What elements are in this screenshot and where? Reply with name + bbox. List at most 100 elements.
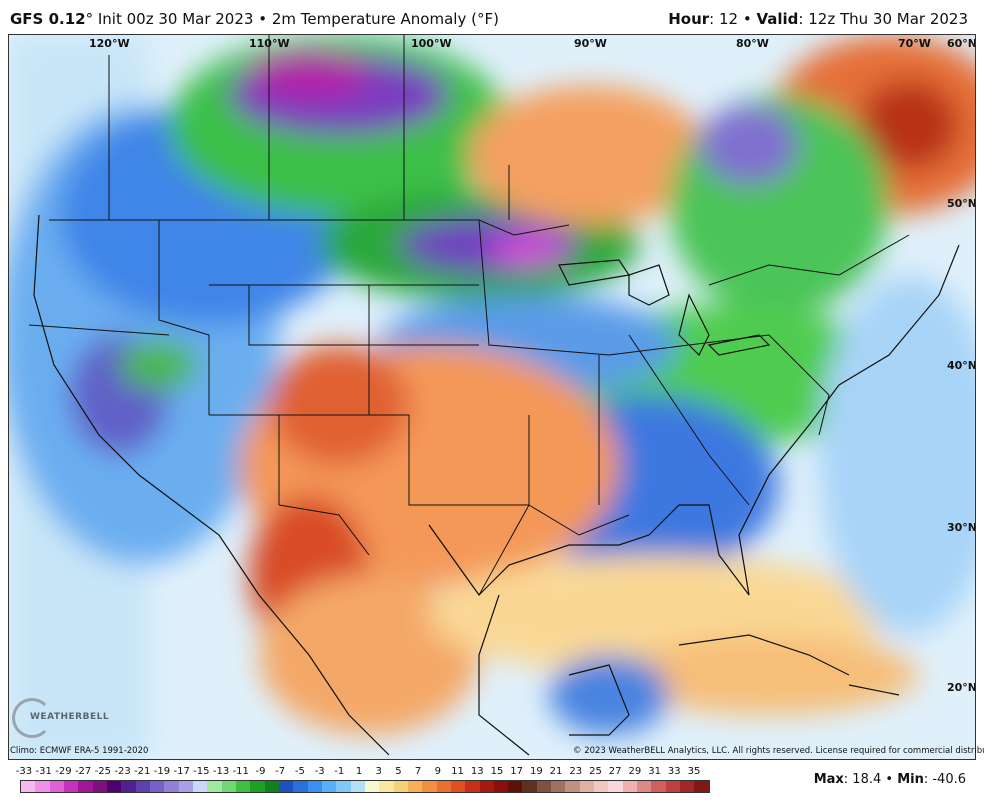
climo-note: Climo: ECMWF ERA-5 1991-2020 xyxy=(10,746,149,756)
scale-label: 21 xyxy=(549,766,563,777)
scale-label: 9 xyxy=(434,766,441,777)
scale-swatch xyxy=(350,781,365,792)
scale-label: -27 xyxy=(74,766,92,777)
scale-swatch xyxy=(407,781,423,792)
scale-label: -3 xyxy=(314,766,325,777)
max-value: : 18.4 • xyxy=(843,772,898,787)
max-min-readout: Max: 18.4 • Min: -40.6 xyxy=(814,772,966,787)
copyright-note: © 2023 WeatherBELL Analytics, LLC. All r… xyxy=(573,746,984,756)
lat-label-60n: 60°N xyxy=(947,37,976,50)
scale-swatch xyxy=(536,781,552,792)
scale-bar xyxy=(20,780,710,793)
scale-swatch xyxy=(450,781,466,792)
lat-label-50n: 50°N xyxy=(947,197,976,210)
lon-label-110w: 110°W xyxy=(249,37,290,50)
min-value: : -40.6 xyxy=(923,772,966,787)
scale-label: 1 xyxy=(355,766,363,777)
map-canvas xyxy=(9,35,975,759)
scale-swatch xyxy=(508,781,523,792)
scale-swatch xyxy=(651,781,666,792)
lon-label-120w: 120°W xyxy=(89,37,130,50)
scale-label: -13 xyxy=(212,766,230,777)
scale-label: 29 xyxy=(628,766,642,777)
scale-swatch xyxy=(364,781,380,792)
lon-label-100w: 100°W xyxy=(411,37,452,50)
scale-label: -17 xyxy=(173,766,190,777)
scale-swatch xyxy=(551,781,566,792)
scale-label: -7 xyxy=(275,766,286,777)
scale-swatch xyxy=(121,781,136,792)
scale-swatch xyxy=(221,781,236,792)
scale-label: 35 xyxy=(687,766,701,777)
scale-swatch xyxy=(336,781,351,792)
scale-swatch xyxy=(479,781,494,792)
scale-label: -9 xyxy=(255,766,266,777)
scale-label: 5 xyxy=(395,766,402,777)
model-name: GFS 0.12 xyxy=(10,10,86,28)
scale-swatch xyxy=(321,781,337,792)
scale-label: -1 xyxy=(334,766,345,777)
scale-swatch xyxy=(379,781,394,792)
scale-label: -19 xyxy=(153,766,171,777)
scale-swatch xyxy=(78,781,93,792)
scale-label: -31 xyxy=(35,766,52,777)
lon-label-70w: 70°W xyxy=(898,37,931,50)
weatherbell-logo: WEATHERBELL xyxy=(12,694,109,740)
scale-label: 17 xyxy=(510,766,524,777)
scale-swatch xyxy=(178,781,193,792)
scale-swatch xyxy=(422,781,437,792)
scale-swatch xyxy=(393,781,408,792)
scale-swatch xyxy=(293,781,308,792)
lon-label-80w: 80°W xyxy=(736,37,769,50)
scale-swatch xyxy=(608,781,623,792)
scale-swatch xyxy=(49,781,64,792)
scale-swatch xyxy=(493,781,509,792)
lat-label-30n: 30°N xyxy=(947,521,976,534)
lon-label-90w: 90°W xyxy=(574,37,607,50)
scale-swatch xyxy=(235,781,251,792)
model-suffix: ° xyxy=(85,10,94,28)
coastlines xyxy=(33,214,960,756)
scale-swatch xyxy=(164,781,179,792)
scale-label: -33 xyxy=(15,766,33,777)
scale-swatch xyxy=(622,781,638,792)
lat-label-40n: 40°N xyxy=(947,359,976,372)
init-text: Init 00z 30 Mar 2023 • 2m Temperature An… xyxy=(93,10,499,28)
hour-label: Hour xyxy=(668,10,710,28)
scale-label: 25 xyxy=(589,766,602,777)
scale-swatch xyxy=(436,781,451,792)
scale-swatch xyxy=(680,781,695,792)
scale-label: -25 xyxy=(94,766,111,777)
scale-swatch xyxy=(579,781,595,792)
scale-label: -15 xyxy=(193,766,210,777)
scale-swatch xyxy=(250,781,265,792)
scale-label: -5 xyxy=(294,766,305,777)
hour-value: : 12 • xyxy=(709,10,757,28)
map-header: GFS 0.12° Init 00z 30 Mar 2023 • 2m Temp… xyxy=(0,0,984,34)
scale-label: 19 xyxy=(529,766,543,777)
scale-label: 27 xyxy=(608,766,622,777)
anomaly-map: 120°W 110°W 100°W 90°W 80°W 70°W 60°N 50… xyxy=(8,34,976,760)
scale-label: 13 xyxy=(470,766,484,777)
scale-swatch xyxy=(35,781,50,792)
scale-swatch xyxy=(665,781,681,792)
scale-swatch xyxy=(63,781,79,792)
scale-swatch xyxy=(92,781,107,792)
logo-swirl-icon xyxy=(12,698,52,738)
anomaly-field xyxy=(9,35,975,759)
scale-swatch xyxy=(207,781,222,792)
scale-swatch xyxy=(694,781,709,792)
valid-value: : 12z Thu 30 Mar 2023 xyxy=(798,10,968,28)
scale-swatch xyxy=(307,781,322,792)
scale-swatch xyxy=(21,781,36,792)
max-label: Max xyxy=(813,772,844,787)
scale-swatch xyxy=(637,781,652,792)
min-label: Min xyxy=(897,772,924,787)
scale-label: 31 xyxy=(648,766,661,777)
scale-swatch xyxy=(565,781,580,792)
scale-label: 23 xyxy=(569,766,583,777)
scale-swatch xyxy=(149,781,165,792)
scale-label: -11 xyxy=(232,766,249,777)
scale-label: 11 xyxy=(451,766,464,777)
scale-label: -21 xyxy=(134,766,151,777)
